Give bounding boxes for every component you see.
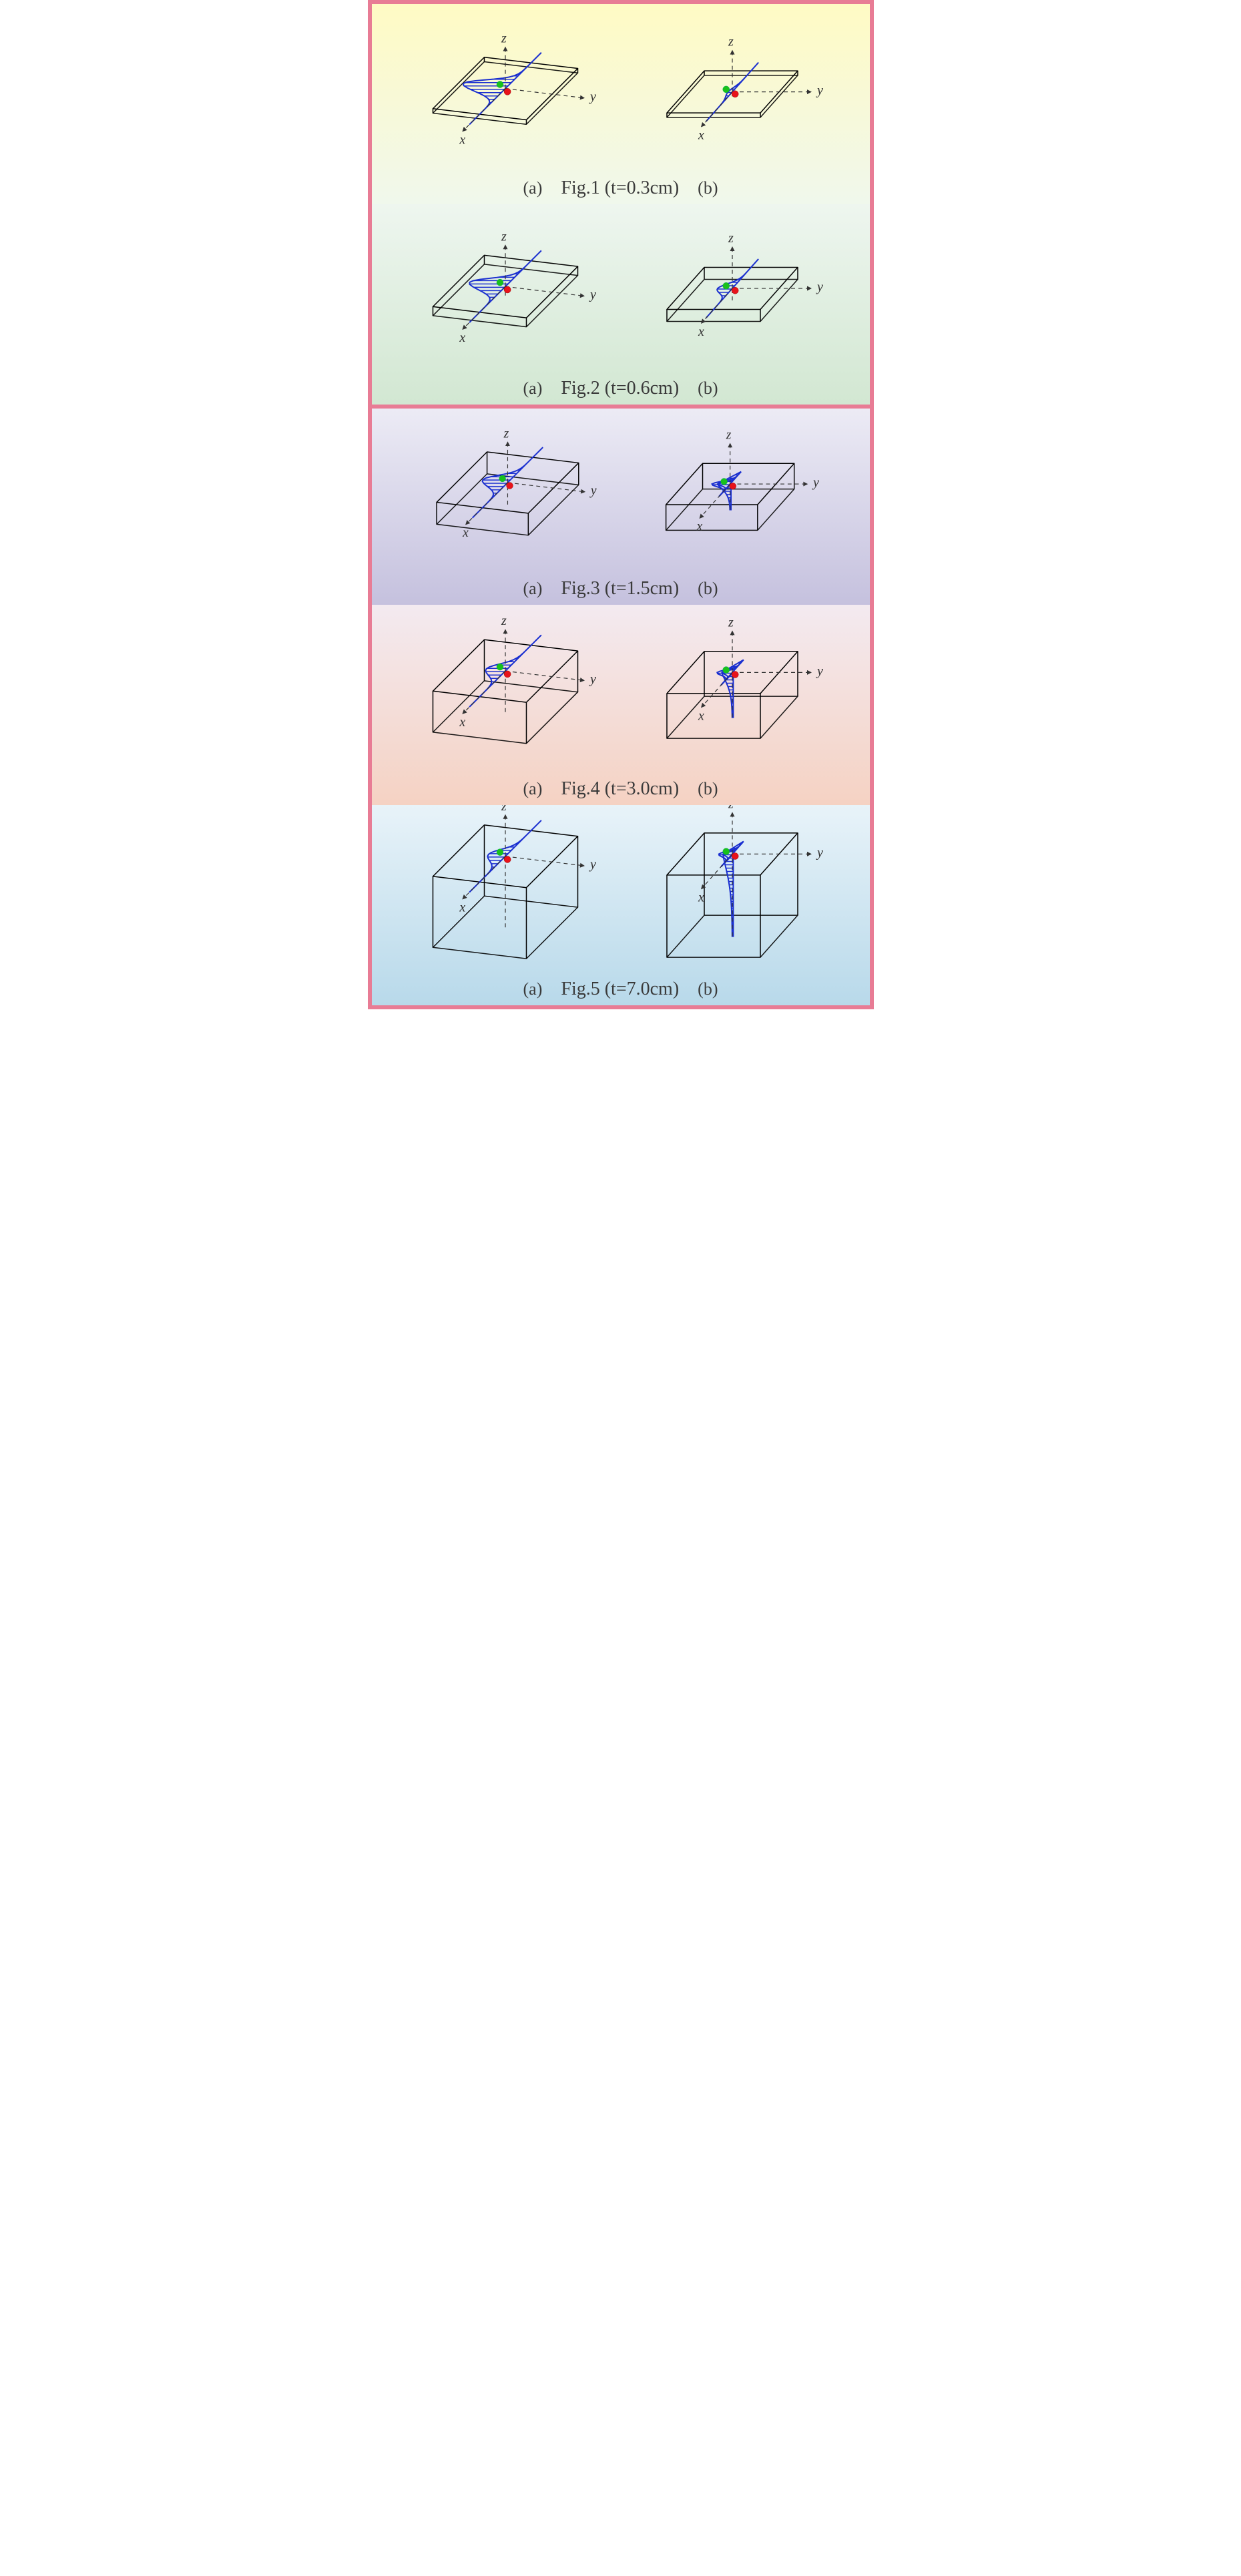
svg-text:z: z [501,613,507,628]
svg-text:z: z [501,31,507,46]
svg-text:y: y [816,280,823,294]
fig1-panel-b: z y x [667,35,823,143]
figure-row-1: zyxzyx(a)Fig.1 (t=0.3cm)(b) [372,4,870,204]
svg-text:z: z [725,428,731,442]
svg-text:z: z [503,427,509,441]
figure-row-5: zyxzyx(a)Fig.5 (t=7.0cm)(b) [372,805,870,1005]
svg-text:z: z [728,231,734,246]
fig4-panel-b: z y x [667,615,823,738]
svg-text:y: y [816,83,823,98]
fig3-panel-a: z y x [437,427,597,540]
svg-text:y: y [589,672,596,686]
figure-grid: zyxzyx(a)Fig.1 (t=0.3cm)(b)zyxzyx(a)Fig.… [368,0,874,1009]
svg-text:x: x [697,324,704,339]
svg-text:z: z [728,805,734,811]
svg-text:x: x [462,526,469,540]
svg-text:y: y [812,476,819,490]
svg-text:x: x [459,330,465,345]
fig1-panel-a: z y x [433,31,596,148]
figure-row-4: zyxzyx(a)Fig.4 (t=3.0cm)(b) [372,605,870,805]
fig5-panel-b: z y x [667,805,823,957]
fig2-panel-b: z y x [667,231,823,339]
svg-text:z: z [501,229,507,244]
svg-text:y: y [589,484,596,498]
fig5-panel-a: z y x [433,805,596,959]
fig2-panel-a: z y x [433,229,596,345]
figure-row-3: zyxzyx(a)Fig.3 (t=1.5cm)(b) [372,405,870,605]
figure-5-svg: z y x z y x [372,805,870,1005]
svg-text:z: z [728,615,734,629]
figure-4-svg: z y x z y x [372,605,870,805]
svg-text:x: x [459,900,465,915]
svg-text:x: x [697,128,704,143]
fig3-panel-b: z y x [666,428,819,533]
svg-text:x: x [696,520,702,534]
figure-row-2: zyxzyx(a)Fig.2 (t=0.6cm)(b) [372,204,870,405]
figure-1-svg: z y x z y x [372,4,870,204]
svg-text:z: z [728,35,734,49]
figure-3-svg: z y x z y x [372,409,870,605]
svg-text:z: z [501,805,507,814]
svg-text:x: x [697,708,704,723]
svg-text:y: y [589,857,596,872]
fig4-panel-a: z y x [433,613,596,743]
svg-text:y: y [589,89,596,104]
svg-text:x: x [459,715,465,730]
svg-text:x: x [697,890,704,905]
page: zyxzyx(a)Fig.1 (t=0.3cm)(b)zyxzyx(a)Fig.… [368,0,874,1009]
svg-text:x: x [459,132,465,147]
svg-text:y: y [589,288,596,302]
svg-text:y: y [816,845,823,860]
figure-2-svg: z y x z y x [372,204,870,405]
svg-text:y: y [816,664,823,678]
